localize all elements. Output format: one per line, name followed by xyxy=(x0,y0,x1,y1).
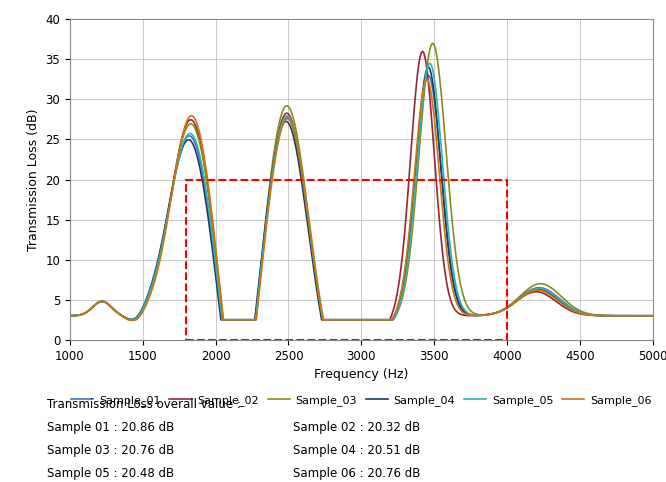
Sample_06 xyxy=(575,310,583,316)
Line: Sample_02: Sample_02 xyxy=(70,52,653,320)
Sample_02 xyxy=(167,191,175,197)
Text: Transmission Loss overall value :: Transmission Loss overall value : xyxy=(47,398,240,411)
X-axis label: Frequency (Hz): Frequency (Hz) xyxy=(314,368,408,381)
Sample_03 xyxy=(649,313,657,319)
Sample_02 xyxy=(66,313,74,319)
Sample_03 xyxy=(220,317,228,322)
Sample_01 xyxy=(133,314,141,320)
Line: Sample_06: Sample_06 xyxy=(70,80,653,320)
Text: Sample 05 : 20.48 dB: Sample 05 : 20.48 dB xyxy=(47,467,174,480)
Sample_05 xyxy=(127,317,135,322)
Sample_01 xyxy=(649,313,657,319)
Text: Sample 04 : 20.51 dB: Sample 04 : 20.51 dB xyxy=(293,444,420,457)
Sample_04 xyxy=(424,65,432,70)
Sample_06 xyxy=(637,313,645,319)
Sample_01 xyxy=(575,308,583,314)
Text: Sample 02 : 20.32 dB: Sample 02 : 20.32 dB xyxy=(293,421,420,434)
Text: Sample 01 : 20.86 dB: Sample 01 : 20.86 dB xyxy=(47,421,174,434)
Sample_06 xyxy=(649,313,657,319)
Sample_05 xyxy=(133,315,141,321)
Sample_06 xyxy=(423,77,431,82)
Sample_02 xyxy=(575,311,583,317)
Sample_06 xyxy=(167,195,175,201)
Sample_06 xyxy=(315,293,323,299)
Sample_02 xyxy=(290,124,298,130)
Line: Sample_04: Sample_04 xyxy=(70,67,653,320)
Sample_05 xyxy=(315,292,323,298)
Sample_03 xyxy=(315,289,323,295)
Sample_03 xyxy=(133,315,141,321)
Sample_06 xyxy=(290,126,298,132)
Sample_04 xyxy=(649,313,657,319)
Sample_01 xyxy=(290,127,298,133)
Y-axis label: Transmission Loss (dB): Transmission Loss (dB) xyxy=(27,108,40,251)
Sample_04 xyxy=(66,313,74,319)
Line: Sample_05: Sample_05 xyxy=(70,64,653,320)
Sample_06 xyxy=(125,317,133,322)
Sample_05 xyxy=(426,61,434,67)
Sample_04 xyxy=(315,300,323,306)
Sample_02 xyxy=(418,49,426,54)
Line: Sample_03: Sample_03 xyxy=(70,43,653,320)
Sample_03 xyxy=(66,313,74,319)
Sample_05 xyxy=(637,313,645,319)
Legend: Sample_01, Sample_02, Sample_03, Sample_04, Sample_05, Sample_06: Sample_01, Sample_02, Sample_03, Sample_… xyxy=(67,390,656,410)
Bar xyxy=(186,180,507,340)
Sample_03 xyxy=(167,192,175,198)
Sample_02 xyxy=(637,313,645,319)
Line: Sample_01: Sample_01 xyxy=(70,76,653,320)
Sample_01 xyxy=(315,293,323,298)
Sample_03 xyxy=(429,40,437,46)
Sample_01 xyxy=(66,313,74,319)
Sample_01 xyxy=(637,313,645,319)
Sample_04 xyxy=(290,134,298,140)
Sample_04 xyxy=(575,309,583,315)
Sample_04 xyxy=(217,317,225,322)
Sample_06 xyxy=(133,317,141,322)
Sample_05 xyxy=(167,194,175,200)
Sample_01 xyxy=(218,317,226,322)
Sample_03 xyxy=(637,313,645,319)
Sample_05 xyxy=(290,125,298,131)
Sample_05 xyxy=(66,313,74,319)
Sample_04 xyxy=(637,313,645,319)
Sample_05 xyxy=(649,313,657,319)
Sample_05 xyxy=(575,309,583,315)
Sample_06 xyxy=(66,313,74,319)
Sample_02 xyxy=(133,316,141,321)
Sample_01 xyxy=(167,192,175,198)
Sample_02 xyxy=(315,296,323,302)
Sample_02 xyxy=(125,317,133,322)
Sample_02 xyxy=(649,313,657,319)
Sample_04 xyxy=(167,193,175,199)
Text: Sample 03 : 20.76 dB: Sample 03 : 20.76 dB xyxy=(47,444,174,457)
Text: Sample 06 : 20.76 dB: Sample 06 : 20.76 dB xyxy=(293,467,420,480)
Sample_03 xyxy=(575,307,583,313)
Sample_03 xyxy=(290,116,298,122)
Sample_01 xyxy=(424,73,432,79)
Sample_04 xyxy=(133,315,141,321)
